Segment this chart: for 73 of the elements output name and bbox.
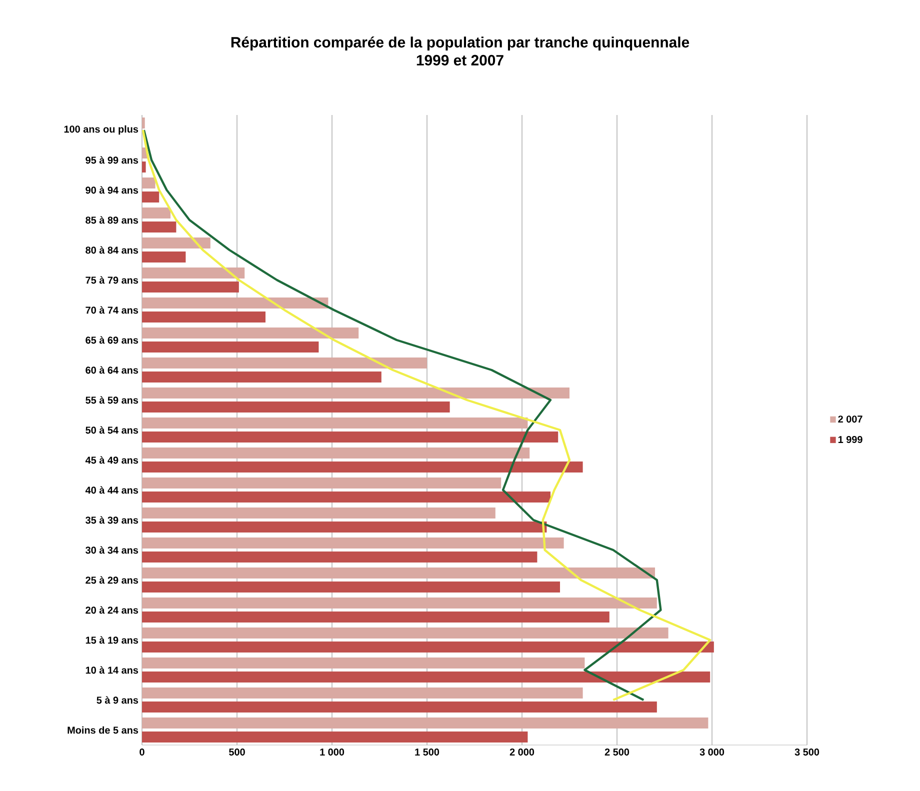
x-tick-label: 1 500 [415, 748, 440, 756]
chart-title: Répartition comparée de la population par tranche quinquennale [231, 36, 690, 51]
bar [142, 222, 176, 232]
legend-label: 2 007 [838, 416, 862, 423]
y-tick-label: 80 à 84 ans [86, 246, 138, 254]
y-tick-label: 75 à 79 ans [86, 276, 138, 284]
y-tick-label: 40 à 44 ans [85, 486, 138, 494]
x-tick-label: 1 000 [320, 748, 344, 756]
bar [142, 522, 547, 533]
bar [142, 402, 450, 413]
bar [142, 372, 382, 383]
x-tick-label: 0 [140, 748, 144, 756]
x-tick-label: 3 500 [794, 748, 820, 756]
bar [142, 432, 558, 443]
bar [142, 612, 610, 623]
bar [142, 418, 528, 429]
y-tick-label: Moins de 5 ans [68, 726, 138, 734]
bar [142, 628, 668, 639]
x-tick-label: 2 500 [604, 748, 630, 756]
y-tick-label: 5 à 9 ans [96, 696, 138, 704]
bar [142, 568, 656, 579]
x-tick-label: 2 000 [510, 748, 534, 756]
bar [142, 298, 328, 309]
y-tick-label: 100 ans ou plus [64, 125, 138, 135]
bar [142, 508, 496, 519]
bar [142, 178, 156, 188]
y-tick-label: 30 à 34 ans [86, 546, 138, 554]
bar [142, 358, 428, 369]
bar [142, 688, 583, 699]
y-tick-label: 55 à 59 ans [86, 396, 138, 404]
bar [142, 492, 551, 503]
y-tick-label: 25 à 29 ans [86, 576, 138, 584]
bar [142, 388, 570, 399]
bar [142, 342, 319, 353]
bar [142, 582, 560, 593]
bar [142, 208, 170, 218]
bar [142, 328, 359, 339]
bar [142, 732, 528, 743]
bar [142, 552, 538, 563]
y-tick-label: 15 à 19 ans [86, 636, 138, 644]
y-tick-label: 65 à 69 ans [86, 336, 138, 344]
y-tick-label: 50 à 54 ans [86, 426, 138, 434]
bar [142, 642, 714, 653]
x-tick-label: 3 000 [700, 748, 724, 756]
y-tick-label: 90 à 94 ans [86, 186, 138, 194]
bar [142, 702, 657, 713]
bar [142, 268, 245, 278]
y-tick-label: 45 à 49 ans [85, 456, 138, 464]
bar [142, 252, 186, 262]
bar [142, 192, 160, 202]
bar [142, 538, 564, 549]
bar [142, 478, 502, 489]
bar [142, 238, 210, 248]
bar [142, 598, 657, 609]
bar [142, 718, 708, 729]
y-tick-label: 60 à 64 ans [86, 366, 138, 374]
x-tick-label: 500 [229, 748, 245, 756]
y-tick-label: 95 à 99 ans [86, 156, 138, 164]
y-tick-label: 20 à 24 ans [86, 606, 138, 614]
y-tick-label: 10 à 14 ans [86, 666, 138, 674]
bar [142, 118, 145, 128]
y-tick-label: 70 à 74 ans [86, 306, 138, 314]
bar [142, 312, 266, 323]
y-tick-label: 85 à 89 ans [86, 216, 138, 224]
chart-subtitle: 1999 et 2007 [416, 54, 504, 66]
y-tick-label: 35 à 39 ans [86, 516, 138, 524]
bar [142, 672, 710, 683]
bar [142, 282, 239, 293]
legend-label: 1 999 [838, 436, 862, 444]
bar [142, 448, 530, 459]
bar [142, 658, 585, 669]
bar [142, 462, 583, 473]
bar [142, 162, 146, 172]
